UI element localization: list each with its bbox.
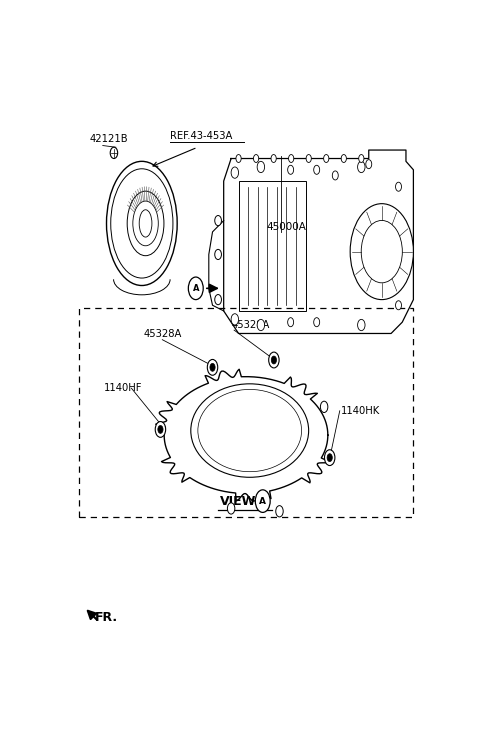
Circle shape bbox=[321, 401, 328, 413]
Text: REF.43-453A: REF.43-453A bbox=[170, 131, 232, 141]
Circle shape bbox=[288, 317, 294, 327]
Circle shape bbox=[215, 295, 221, 305]
Circle shape bbox=[396, 301, 401, 310]
Circle shape bbox=[207, 359, 218, 375]
Circle shape bbox=[210, 364, 215, 372]
Circle shape bbox=[231, 167, 239, 178]
Circle shape bbox=[257, 320, 264, 331]
Circle shape bbox=[324, 155, 329, 163]
Circle shape bbox=[276, 506, 283, 517]
Circle shape bbox=[324, 450, 335, 465]
Circle shape bbox=[215, 216, 221, 226]
Ellipse shape bbox=[191, 384, 309, 477]
Circle shape bbox=[271, 356, 276, 364]
Circle shape bbox=[314, 317, 320, 327]
Polygon shape bbox=[156, 369, 330, 501]
Circle shape bbox=[359, 155, 364, 163]
Circle shape bbox=[306, 155, 312, 163]
Circle shape bbox=[271, 155, 276, 163]
Text: A: A bbox=[259, 497, 266, 506]
Circle shape bbox=[358, 320, 365, 331]
Ellipse shape bbox=[198, 389, 301, 471]
Circle shape bbox=[396, 183, 401, 191]
Text: 45328A: 45328A bbox=[144, 329, 182, 339]
Circle shape bbox=[158, 425, 163, 433]
Circle shape bbox=[231, 314, 239, 325]
Circle shape bbox=[155, 421, 166, 438]
Circle shape bbox=[288, 165, 294, 174]
Text: 1140HK: 1140HK bbox=[341, 406, 380, 416]
Circle shape bbox=[361, 221, 402, 283]
Circle shape bbox=[314, 165, 320, 174]
Circle shape bbox=[332, 171, 338, 180]
Text: FR.: FR. bbox=[96, 611, 119, 624]
Text: A: A bbox=[192, 284, 199, 292]
Circle shape bbox=[110, 147, 118, 158]
Circle shape bbox=[228, 503, 235, 514]
Circle shape bbox=[366, 160, 372, 169]
Circle shape bbox=[269, 352, 279, 368]
Circle shape bbox=[358, 161, 365, 172]
Polygon shape bbox=[224, 150, 413, 334]
Circle shape bbox=[255, 490, 270, 512]
Circle shape bbox=[327, 454, 332, 462]
Circle shape bbox=[288, 155, 294, 163]
Text: VIEW: VIEW bbox=[220, 495, 256, 508]
Circle shape bbox=[236, 155, 241, 163]
Text: 45000A: 45000A bbox=[266, 222, 306, 232]
Circle shape bbox=[253, 155, 259, 163]
Circle shape bbox=[188, 277, 203, 300]
Circle shape bbox=[350, 204, 413, 300]
Text: 1140HF: 1140HF bbox=[104, 383, 143, 393]
Text: 42121B: 42121B bbox=[90, 134, 128, 144]
Circle shape bbox=[215, 249, 221, 259]
Circle shape bbox=[257, 161, 264, 172]
Circle shape bbox=[341, 155, 347, 163]
Text: 45328A: 45328A bbox=[231, 320, 269, 330]
